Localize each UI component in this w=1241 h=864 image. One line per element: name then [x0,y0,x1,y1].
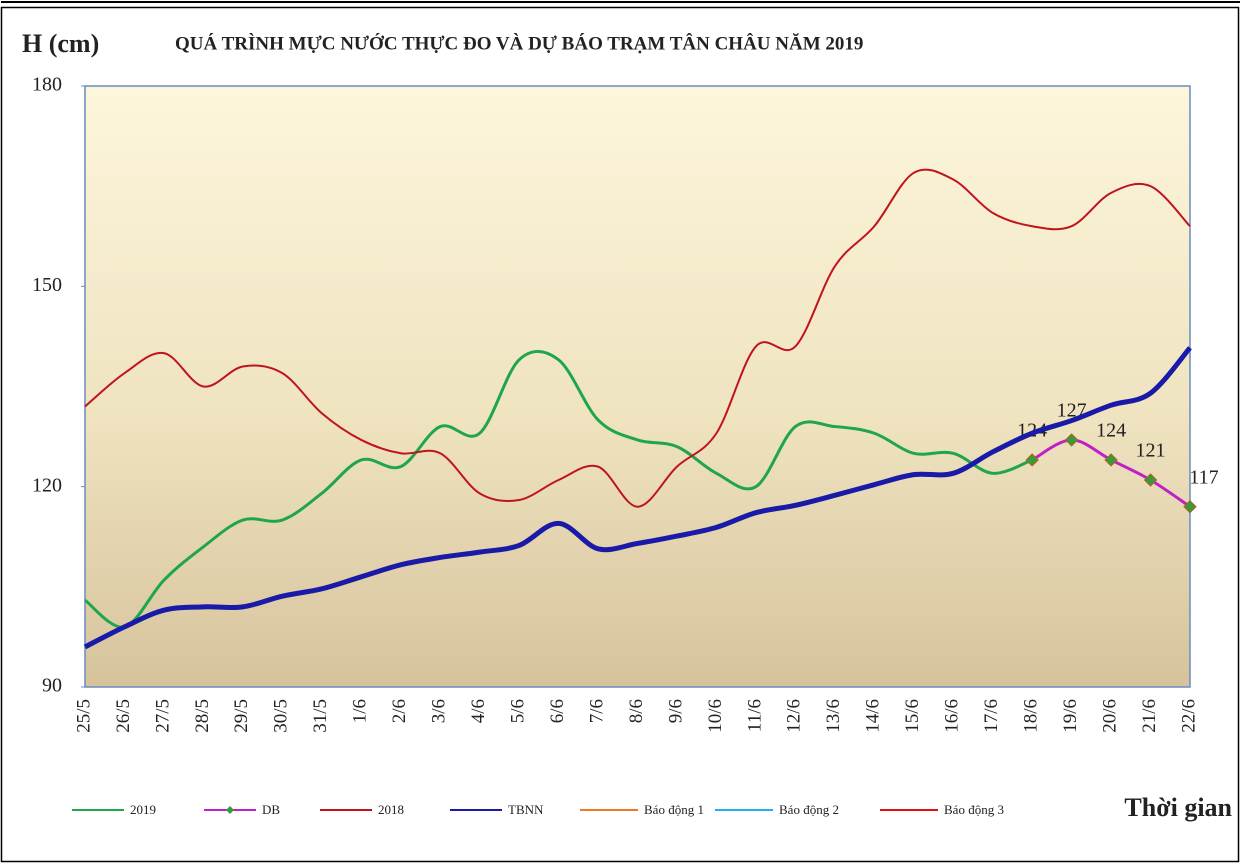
series-line [83,346,1192,650]
point-marker [1064,433,1079,447]
x-tick-label: 9/6 [665,699,686,723]
x-tick-label: 7/6 [586,699,607,723]
x-tick-label: 19/6 [1060,699,1081,733]
legend-label: TBNN [508,802,544,817]
x-tick-label: 13/6 [823,699,844,733]
x-tick-label: 11/6 [744,699,765,732]
x-tick-label: 18/6 [1021,699,1042,733]
x-tick-label: 31/5 [310,699,331,733]
series-line [84,168,1191,508]
x-tick-label: 8/6 [626,699,647,723]
data-label: 124 [1096,420,1126,442]
x-tick-label: 14/6 [863,699,884,733]
x-tick-label: 2/6 [389,699,410,723]
x-tick-label: 25/5 [73,699,94,733]
y-tick-label: 150 [32,274,62,296]
x-tick-label: 21/6 [1139,699,1160,733]
legend-marker [226,806,234,814]
x-tick-label: 16/6 [942,699,963,733]
x-tick-label: 15/6 [902,699,923,733]
y-axis-label: H (cm) [22,29,99,58]
x-tick-label: 12/6 [784,699,805,733]
point-marker [1183,499,1197,514]
legend-label: Báo động 2 [779,802,839,817]
frame-top [1,1,1240,3]
chart-title: QUÁ TRÌNH MỰC NƯỚC THỰC ĐO VÀ DỰ BÁO TRẠ… [175,32,863,54]
legend-label: Báo động 3 [944,802,1004,817]
x-tick-label: 30/5 [271,699,292,733]
x-tick-label: 27/5 [152,699,173,733]
point-marker [1143,473,1158,487]
legend-label: Báo động 1 [644,802,704,817]
data-label: 117 [1189,466,1218,488]
x-tick-label: 3/6 [429,699,450,723]
x-tick-label: 1/6 [350,699,371,723]
x-tick-label: 17/6 [981,699,1002,733]
data-label: 121 [1136,440,1166,462]
legend-label: DB [262,802,280,817]
legend-label: 2019 [130,802,156,817]
x-tick-label: 28/5 [192,699,213,733]
frame [0,6,1240,863]
point-marker [1025,453,1039,467]
legend-label: 2018 [378,802,404,817]
x-tick-label: 4/6 [468,699,489,723]
x-tick-label: 26/5 [113,699,134,733]
x-tick-label: 22/6 [1178,699,1199,733]
y-tick-label: 90 [42,675,62,697]
x-tick-label: 20/6 [1099,699,1120,733]
x-tick-label: 10/6 [705,699,726,733]
point-marker [1104,453,1118,467]
x-tick-label: 6/6 [547,699,568,723]
y-tick-label: 180 [32,74,62,96]
x-axis-label: Thời gian [1124,793,1232,822]
x-tick-label: 5/6 [507,699,528,723]
series-line [84,349,1033,629]
x-tick-label: 29/5 [231,699,252,733]
y-tick-label: 120 [32,474,62,496]
plot-area [84,85,1191,688]
